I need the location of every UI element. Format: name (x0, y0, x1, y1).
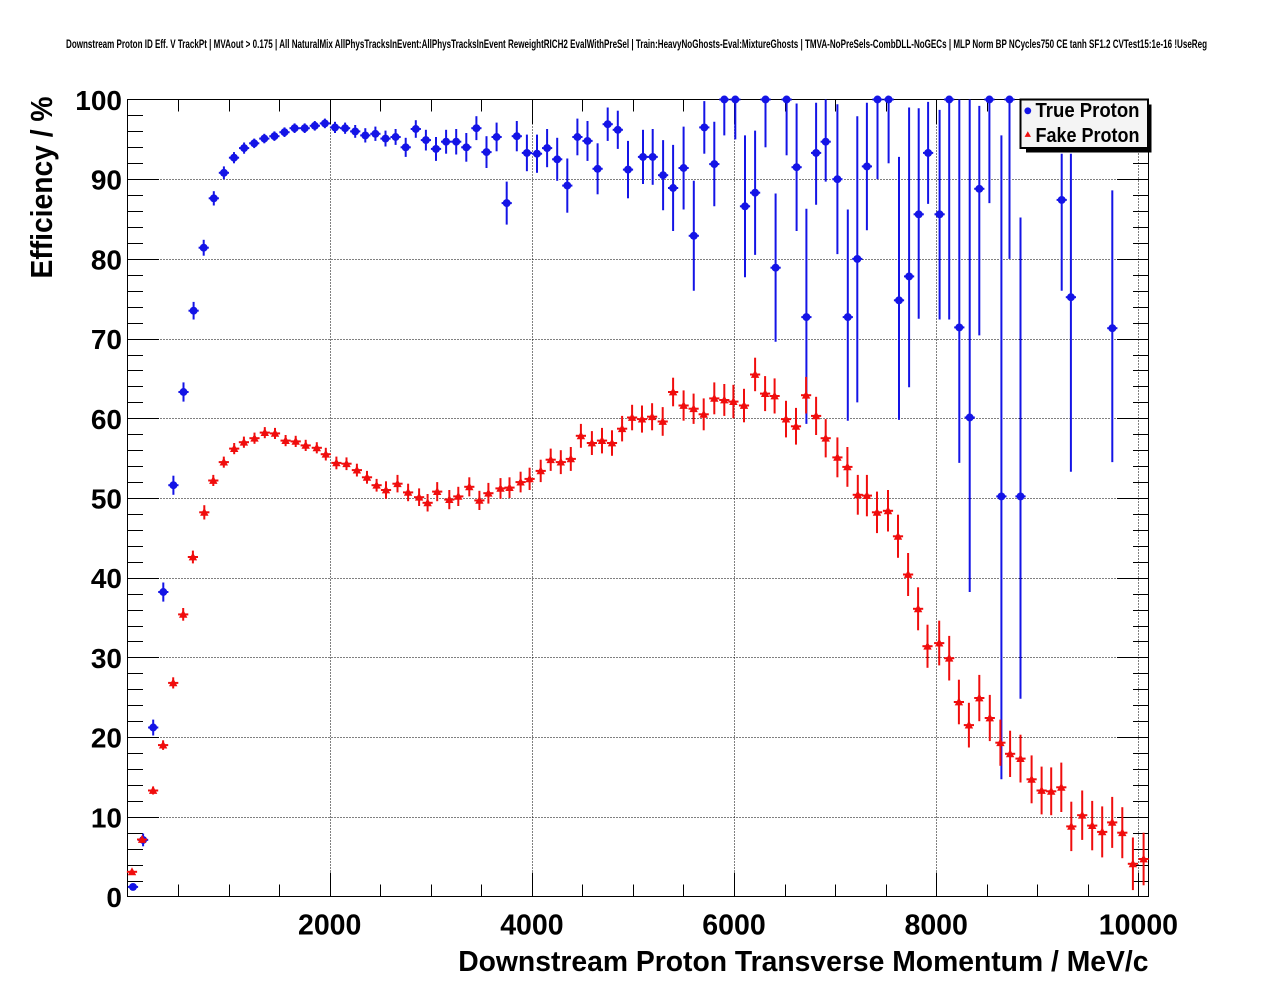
svg-text:2000: 2000 (298, 910, 361, 942)
svg-text:True Proton: True Proton (1036, 100, 1140, 122)
svg-text:Downstream Proton ID Eff. V Tr: Downstream Proton ID Eff. V TrackPt | MV… (66, 37, 1207, 51)
svg-text:20: 20 (91, 723, 122, 754)
svg-text:6000: 6000 (702, 910, 765, 942)
svg-text:90: 90 (91, 165, 122, 196)
svg-text:50: 50 (91, 484, 122, 515)
svg-text:Downstream Proton Transverse M: Downstream Proton Transverse Momentum / … (458, 945, 1148, 977)
svg-text:80: 80 (91, 244, 122, 275)
svg-text:4000: 4000 (500, 910, 563, 942)
svg-text:0: 0 (106, 882, 122, 913)
svg-text:Efficiency / %: Efficiency / % (24, 97, 59, 279)
svg-text:60: 60 (91, 404, 122, 435)
svg-text:70: 70 (91, 324, 122, 355)
svg-text:30: 30 (91, 643, 122, 674)
svg-text:Fake Proton: Fake Proton (1036, 125, 1140, 147)
svg-text:40: 40 (91, 563, 122, 594)
svg-text:8000: 8000 (904, 910, 967, 942)
svg-text:10000: 10000 (1099, 910, 1178, 942)
svg-text:10: 10 (91, 802, 122, 833)
svg-text:100: 100 (75, 85, 122, 116)
